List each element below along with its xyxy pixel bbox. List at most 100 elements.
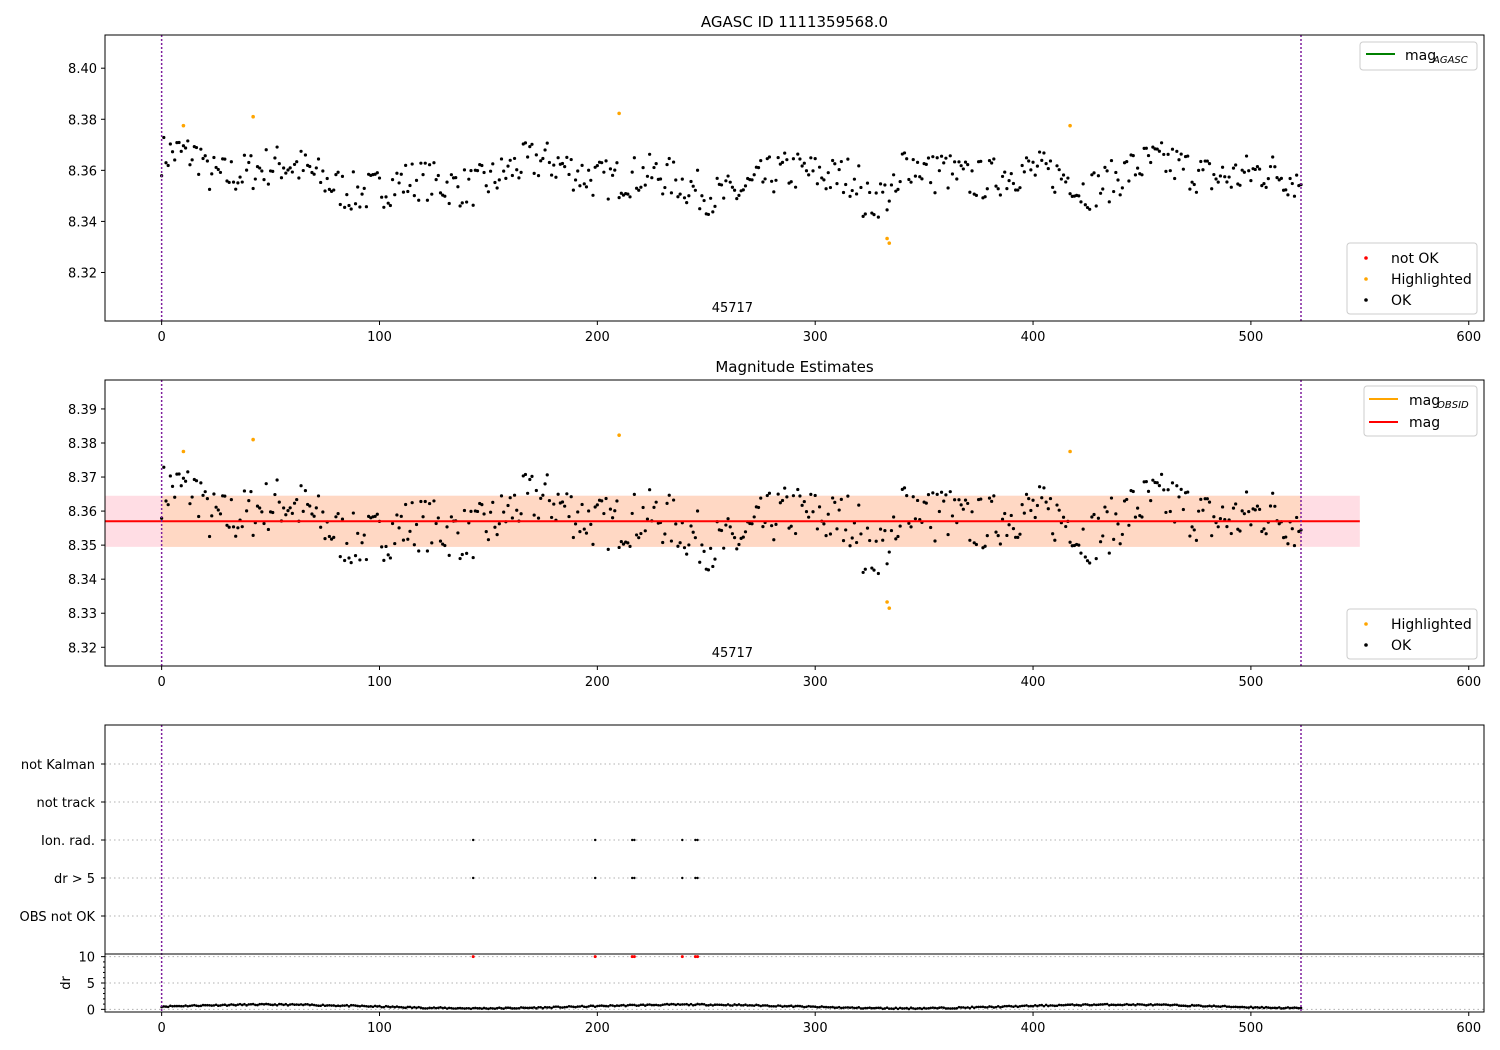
ok-point — [1253, 167, 1257, 172]
y-tick-label: 8.38 — [68, 113, 97, 128]
ok-point — [188, 163, 192, 167]
ok-point — [709, 196, 713, 200]
dr-point — [574, 1005, 577, 1009]
ok-point — [234, 187, 238, 191]
dr-point — [633, 1003, 636, 1007]
ok-point — [419, 161, 423, 165]
ok-point — [404, 502, 408, 507]
ok-point — [924, 162, 928, 166]
dr-point — [1107, 1003, 1111, 1007]
ok-point — [1125, 497, 1129, 502]
ok-point — [1053, 190, 1057, 194]
ok-point — [793, 185, 798, 189]
dr-point — [1127, 1003, 1131, 1007]
agasc-panel: AGASC ID 1111359568.08.328.348.368.388.4… — [68, 13, 1485, 345]
dr-point — [304, 1003, 307, 1006]
ok-point — [353, 202, 358, 206]
dr-point — [267, 1002, 270, 1006]
dr-point — [761, 1004, 765, 1007]
ok-point — [560, 161, 565, 166]
ok-point — [164, 161, 168, 165]
ok-point — [911, 495, 915, 499]
ok-point — [417, 198, 421, 202]
dr-point — [914, 1007, 917, 1011]
dr-point — [792, 1005, 795, 1009]
dr-point — [811, 1005, 815, 1008]
ok-point — [1003, 511, 1007, 516]
ok-point — [390, 178, 395, 182]
ok-point — [645, 517, 650, 521]
highlighted-point — [887, 241, 892, 245]
ok-point — [556, 156, 560, 160]
dr-point — [844, 1006, 847, 1009]
dr-point — [230, 1003, 233, 1006]
ok-point — [1240, 509, 1244, 513]
ok-point — [303, 488, 308, 493]
dr-large-point — [680, 955, 684, 959]
ok-point — [878, 527, 883, 531]
dr-point — [1136, 1002, 1139, 1006]
dr-point — [447, 1006, 451, 1010]
dr-point — [820, 1005, 824, 1008]
y-tick-label: 8.37 — [68, 471, 97, 486]
dr-point — [617, 1004, 621, 1008]
dr-point — [929, 1006, 932, 1010]
ok-point — [454, 176, 458, 180]
ok-point — [1109, 158, 1114, 163]
ok-point — [168, 474, 172, 478]
ok-point — [1068, 540, 1072, 544]
ok-point — [286, 509, 290, 513]
ok-point — [212, 155, 216, 160]
ok-point — [515, 508, 519, 512]
ok-point — [284, 171, 288, 175]
ok-point — [545, 473, 549, 477]
ok-point — [310, 512, 314, 516]
dr-point — [234, 1004, 238, 1007]
ok-point — [536, 516, 541, 520]
ok-point — [253, 177, 257, 181]
ok-point — [249, 490, 253, 494]
ok-point — [1151, 478, 1155, 482]
ok-point — [526, 155, 530, 159]
highlighted-point — [885, 600, 889, 604]
ok-point — [1190, 180, 1194, 184]
dr-point — [269, 1003, 272, 1007]
dr-point — [164, 1005, 168, 1008]
ok-point — [791, 157, 796, 161]
ok-point — [207, 187, 212, 192]
ok-point — [242, 489, 247, 493]
dr-point — [249, 1002, 253, 1006]
ok-point — [549, 515, 554, 520]
ok-point — [1098, 540, 1103, 544]
ok-point — [846, 494, 850, 498]
ok-point — [290, 511, 294, 515]
dr-point — [1158, 1003, 1161, 1006]
ok-point — [491, 500, 495, 504]
dr-point — [456, 1006, 460, 1010]
dr-point — [1001, 1005, 1004, 1009]
ok-point — [486, 538, 491, 542]
ok-point — [288, 506, 292, 510]
ok-point — [334, 173, 338, 177]
dr-point — [1090, 1003, 1094, 1007]
ok-point — [732, 536, 737, 540]
dr-point — [739, 1003, 743, 1007]
ok-point — [199, 147, 203, 151]
dr-point — [188, 1004, 192, 1008]
ok-point — [1194, 190, 1199, 194]
dr-point — [569, 1005, 573, 1008]
ok-point — [186, 470, 190, 474]
ok-point — [184, 146, 188, 150]
ok-point — [1131, 154, 1135, 158]
ok-point — [728, 180, 732, 184]
ok-point — [1190, 525, 1194, 529]
dr-point — [611, 1004, 614, 1007]
ok-point — [824, 187, 828, 191]
ok-point — [238, 175, 242, 179]
dr-point — [840, 1006, 843, 1010]
ok-point — [626, 541, 630, 545]
dr-point — [1101, 1003, 1105, 1006]
ok-point — [929, 181, 933, 185]
dr-point — [861, 1007, 865, 1010]
